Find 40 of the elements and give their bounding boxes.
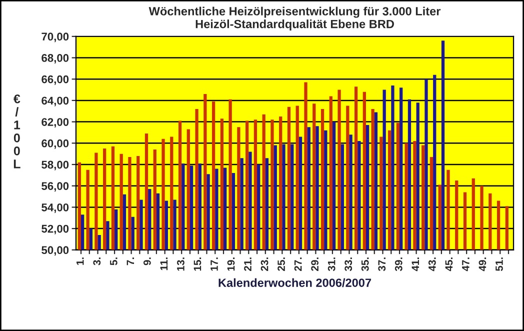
x-tick-label: 41. (412, 258, 419, 272)
x-tick-label: 17. (210, 258, 218, 271)
y-tick-label: 54,00 (42, 203, 69, 213)
x-tick-label: 39. (394, 258, 402, 272)
x-tick-label: 11. (160, 258, 168, 270)
x-tick-label: 21. (244, 258, 252, 271)
x-tick-label: 29. (311, 258, 318, 271)
y-axis-title: €/100L (13, 94, 20, 168)
y-tick-label: 56,00 (42, 182, 69, 192)
y-tick-label: 62,00 (42, 118, 69, 128)
x-tick-label: 5. (110, 258, 118, 266)
x-tick-label: 23. (260, 258, 268, 271)
x-tick-label: 43. (428, 258, 436, 272)
x-tick-label: 3. (93, 258, 101, 266)
chart-title: Wöchentliche Heizölpreisentwicklung für 3.000 Liter Heizöl-Standardqualität Ebene BRD (148, 6, 441, 31)
x-tick-label: 7. (126, 258, 134, 266)
y-tick-label: 66,00 (42, 75, 69, 85)
x-tick-label: 25. (278, 258, 285, 271)
y-tick-label: 64,00 (42, 96, 69, 106)
y-tick-label: 50,00 (42, 246, 69, 256)
x-tick-label: 27. (294, 258, 302, 271)
y-tick-label: 60,00 (42, 139, 69, 149)
x-tick-label: 1. (76, 258, 84, 265)
y-tick-label: 58,00 (42, 160, 69, 170)
x-tick-label: 37. (378, 258, 386, 272)
x-tick-label: 49. (478, 258, 486, 272)
x-tick-label: 51. (496, 258, 503, 272)
y-tick-label: 68,00 (42, 54, 69, 64)
x-tick-label: 33. (344, 258, 352, 272)
x-tick-label: 31. (328, 258, 336, 272)
x-tick-label: 9. (143, 258, 151, 266)
x-tick-label: 19. (227, 258, 235, 271)
y-tick-label: 52,00 (42, 224, 69, 234)
x-tick-label: 45. (445, 258, 453, 272)
y-tick-label: 70,00 (42, 32, 69, 42)
x-tick-label: 47. (462, 258, 470, 272)
x-axis-title: Kalenderwochen 2006/2007 (218, 278, 372, 288)
x-tick-label: 35. (361, 258, 369, 272)
x-tick-label: 13. (177, 258, 184, 271)
x-tick-label: 15. (194, 258, 202, 271)
